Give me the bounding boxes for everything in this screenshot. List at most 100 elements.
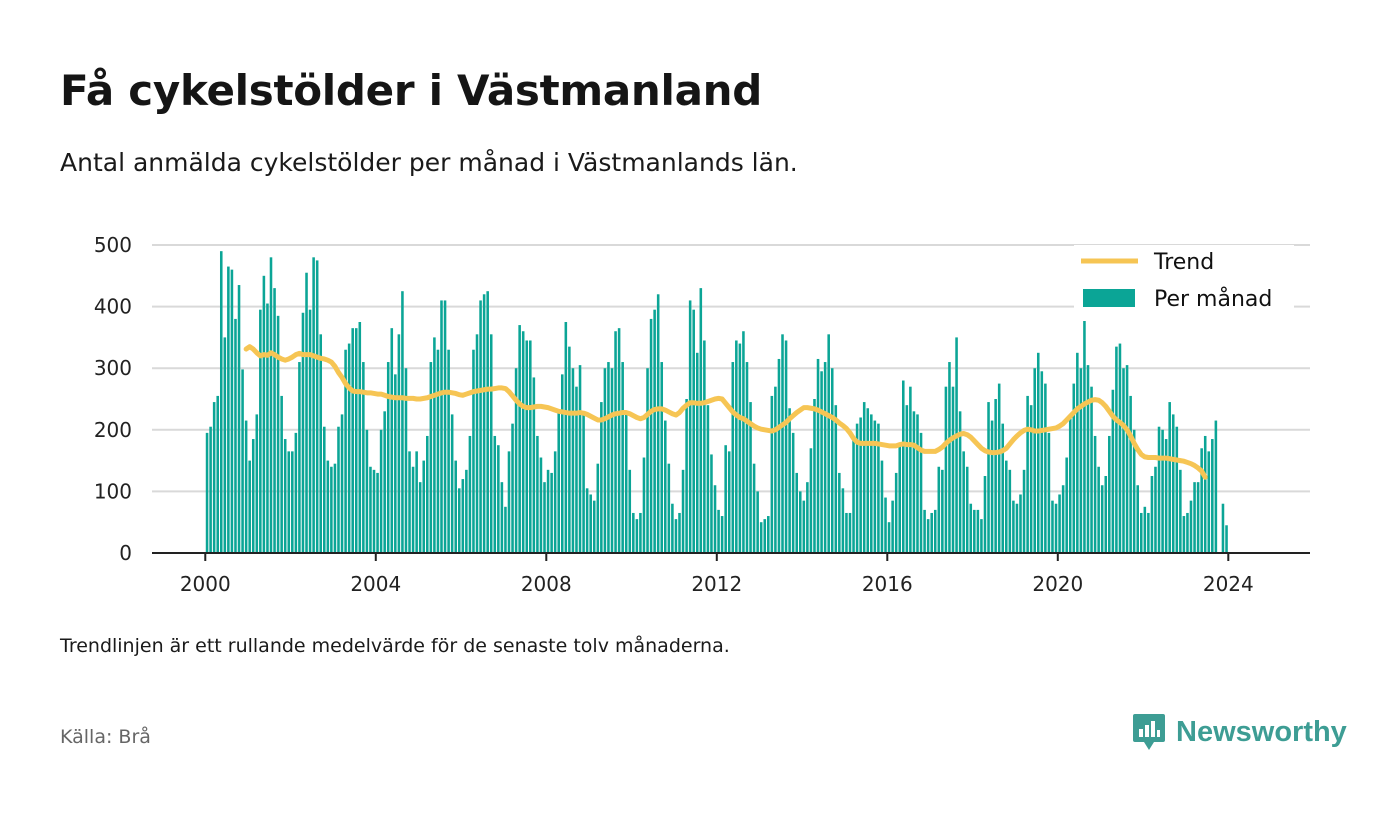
bar xyxy=(1079,368,1083,553)
bar xyxy=(607,362,610,553)
bar xyxy=(1186,512,1189,553)
bar xyxy=(262,275,266,553)
bar xyxy=(550,472,553,553)
bar xyxy=(1065,457,1068,553)
bar xyxy=(1150,476,1154,553)
bar xyxy=(997,383,1001,553)
bar xyxy=(731,362,735,553)
bar xyxy=(390,328,394,553)
bar xyxy=(990,420,994,553)
bar xyxy=(809,448,813,553)
bar xyxy=(1189,500,1193,553)
bar xyxy=(1175,426,1179,553)
bar xyxy=(269,257,273,553)
x-tick-label: 2016 xyxy=(862,572,913,595)
bar xyxy=(685,399,688,553)
bar xyxy=(621,362,624,553)
bar xyxy=(433,337,436,553)
bar xyxy=(848,512,852,553)
bar xyxy=(937,466,941,553)
bar xyxy=(752,463,756,553)
source-credit: Källa: Brå xyxy=(60,726,151,748)
bar xyxy=(717,509,720,553)
bar xyxy=(958,411,962,553)
bar xyxy=(543,482,546,553)
bar xyxy=(1171,414,1175,553)
bar xyxy=(244,420,248,553)
bar xyxy=(624,411,628,553)
bar xyxy=(912,411,916,553)
bar xyxy=(603,368,607,553)
bar xyxy=(369,466,372,553)
bar xyxy=(884,497,887,553)
bar xyxy=(450,414,454,553)
y-axis-ticks: 0 100 200 300 400 500 xyxy=(94,233,132,565)
bar xyxy=(617,328,621,553)
bar xyxy=(465,469,468,553)
bar xyxy=(1097,466,1100,553)
bar xyxy=(1033,368,1036,553)
bar-chart-logo-icon xyxy=(1133,714,1165,750)
bar xyxy=(720,516,724,553)
bicycle-theft-chart: 2000 2004 2008 2012 2016 2020 2024 0 100 200 300 4… xyxy=(94,233,1310,595)
bar xyxy=(575,386,578,553)
bar xyxy=(287,451,291,553)
bar xyxy=(628,469,632,553)
bar xyxy=(1125,365,1129,553)
trend-line xyxy=(243,344,1208,480)
bar xyxy=(767,516,770,553)
bar xyxy=(1012,500,1015,553)
bar xyxy=(1154,466,1157,553)
bar xyxy=(976,509,980,553)
bar xyxy=(742,331,745,553)
bar xyxy=(486,291,489,553)
x-tick-label: 2020 xyxy=(1032,572,1083,595)
x-tick-label: 2012 xyxy=(691,572,742,595)
bar xyxy=(546,469,550,553)
bar xyxy=(841,488,845,553)
bar xyxy=(667,463,671,553)
bar xyxy=(749,402,752,553)
bar xyxy=(1207,451,1211,553)
bar xyxy=(983,476,987,553)
bar xyxy=(347,343,351,553)
bar xyxy=(1157,426,1161,553)
bar xyxy=(251,439,255,553)
bar xyxy=(1086,365,1090,553)
bar xyxy=(1108,435,1111,553)
bar xyxy=(891,500,894,553)
bar xyxy=(770,395,774,553)
bar xyxy=(735,340,738,553)
y-tick-label: 200 xyxy=(94,418,132,442)
bar xyxy=(632,512,635,553)
trend-footnote: Trendlinjen är ett rullande medelvärde f… xyxy=(60,635,730,657)
bar xyxy=(1058,494,1061,553)
bar xyxy=(1019,494,1022,553)
bar xyxy=(1076,352,1079,553)
bar xyxy=(678,512,681,553)
bar xyxy=(426,435,429,553)
x-tick-label: 2004 xyxy=(350,572,401,595)
x-axis-ticks: 2000 2004 2008 2012 2016 2020 2024 xyxy=(180,553,1254,595)
bar xyxy=(777,358,781,553)
bar xyxy=(941,469,944,553)
bar xyxy=(408,451,411,553)
bar xyxy=(447,349,450,553)
bar xyxy=(994,399,997,553)
bar xyxy=(479,300,482,553)
bar xyxy=(926,519,930,553)
bar xyxy=(1090,386,1093,553)
bar xyxy=(1001,423,1005,553)
bar xyxy=(866,408,870,553)
bar xyxy=(802,500,806,553)
bar xyxy=(415,451,418,553)
y-tick-label: 500 xyxy=(94,233,132,257)
bar xyxy=(774,386,777,553)
bar xyxy=(1022,469,1026,553)
bar xyxy=(386,362,390,553)
bar xyxy=(649,318,653,553)
bar xyxy=(568,346,571,553)
bar xyxy=(553,451,557,553)
bar xyxy=(411,466,415,553)
bar xyxy=(482,294,486,553)
